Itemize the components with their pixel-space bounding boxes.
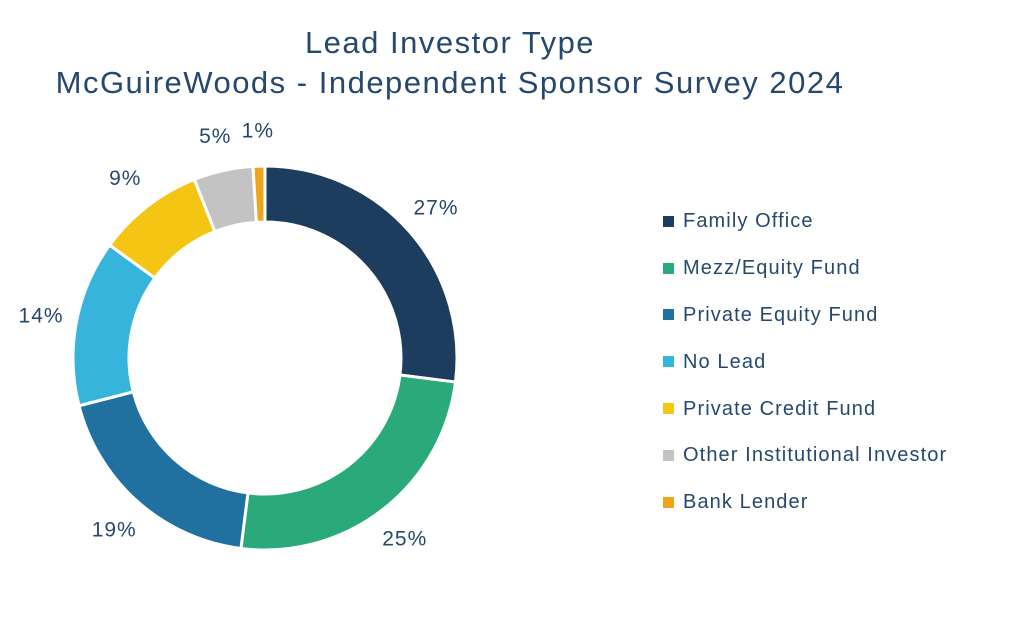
donut-segment-bank-lender [251,164,267,224]
legend-item: Private Equity Fund [663,292,947,339]
legend-label: Other Institutional Investor [683,444,948,467]
legend-item: No Lead [663,338,947,385]
chart-title-block: Lead Investor Type McGuireWoods - Indepe… [0,23,900,103]
legend-swatch-icon [663,496,674,508]
legend-label: Bank Lender [683,491,809,514]
legend-swatch-icon [663,215,674,227]
segment-percent-label: 5% [199,125,231,148]
segment-percent-label: 9% [109,167,141,190]
segment-percent-label: 1% [242,119,274,142]
legend-swatch-icon [663,403,674,415]
legend-item: Private Credit Fund [663,385,947,432]
donut-segment-family-office [263,164,459,384]
segment-percent-label: 14% [19,305,64,328]
legend-item: Other Institutional Investor [663,432,947,479]
chart-legend: Family Office Mezz/Equity Fund Private Equ… [663,198,947,526]
legend-swatch-icon [663,262,674,274]
legend-label: Private Equity Fund [683,303,879,326]
legend-item: Family Office [663,198,947,245]
legend-item: Mezz/Equity Fund [663,245,947,292]
legend-label: No Lead [683,350,767,373]
legend-swatch-icon [663,449,674,461]
legend-swatch-icon [663,356,674,368]
legend-label: Mezz/Equity Fund [683,257,861,280]
chart-subtitle: McGuireWoods - Independent Sponsor Surve… [55,65,845,100]
donut-segment-mezz-equity-fund [239,373,457,552]
legend-label: Private Credit Fund [683,397,877,420]
segment-percent-label: 19% [92,518,137,541]
segment-percent-label: 25% [382,528,427,551]
segment-percent-label: 27% [414,197,459,220]
legend-item: Bank Lender [663,479,947,526]
legend-label: Family Office [683,210,814,233]
legend-swatch-icon [663,309,674,321]
chart-title: Lead Investor Type [304,25,596,60]
